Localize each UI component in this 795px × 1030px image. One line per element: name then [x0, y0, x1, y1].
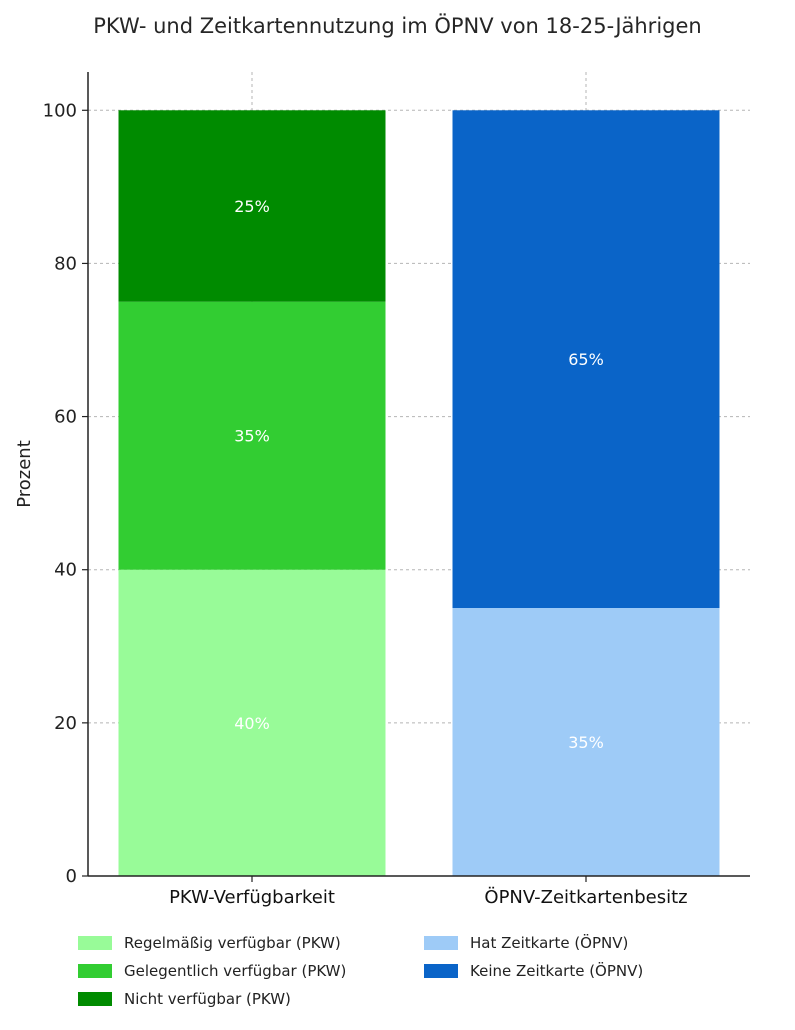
- y-tick-label-60: 60: [54, 407, 77, 428]
- legend-item-gelegentlich: Gelegentlich verfügbar (PKW): [78, 960, 346, 982]
- stacked-bar-chart: 40% 35% 25% 35% 65% 0 20 40 60 80 100 PKW-Verfügba…: [14, 72, 750, 908]
- bar-segment-regelmaessig-verfuegbar-pkw: [118, 569, 386, 876]
- legend-swatch-nicht-verfuegbar: [78, 992, 112, 1006]
- legend-label-keine-zeitkarte: Keine Zeitkarte (ÖPNV): [470, 962, 644, 980]
- data-label-hat-zeitkarte-oepnv: 35%: [568, 733, 604, 752]
- legend-item-nicht-verfuegbar: Nicht verfügbar (PKW): [78, 988, 291, 1010]
- data-label-keine-zeitkarte-oepnv: 65%: [568, 350, 604, 369]
- y-axis-label: Prozent: [14, 440, 35, 508]
- y-tick-label-20: 20: [54, 713, 77, 734]
- axes: 0 20 40 60 80 100 PKW-Verfügbarkeit ÖPNV-Zeitka…: [14, 72, 750, 908]
- data-label-regelmaessig-verfuegbar-pkw: 40%: [234, 714, 270, 733]
- legend: Regelmäßig verfügbar (PKW) Gelegentlich …: [78, 928, 718, 1018]
- legend-swatch-hat-zeitkarte: [424, 936, 458, 950]
- data-label-gelegentlich-verfuegbar-pkw: 35%: [234, 427, 270, 446]
- legend-label-hat-zeitkarte: Hat Zeitkarte (ÖPNV): [470, 934, 629, 952]
- legend-swatch-regelmaessig: [78, 936, 112, 950]
- y-tick-label-40: 40: [54, 560, 77, 581]
- legend-item-keine-zeitkarte: Keine Zeitkarte (ÖPNV): [424, 960, 643, 982]
- legend-swatch-gelegentlich: [78, 964, 112, 978]
- bars: [118, 110, 720, 876]
- chart-title: PKW- und Zeitkartennutzung im ÖPNV von 1…: [93, 14, 702, 38]
- x-tick-label-pkw-verfuegbarkeit: PKW-Verfügbarkeit: [169, 887, 335, 908]
- x-tick-label-oepnv-zeitkartenbesitz: ÖPNV-Zeitkartenbesitz: [484, 886, 687, 908]
- data-label-nicht-verfuegbar-pkw: 25%: [234, 197, 270, 216]
- bar-segment-keine-zeitkarte-oepnv: [452, 110, 720, 609]
- data-labels: 40% 35% 25% 35% 65%: [234, 197, 604, 752]
- y-tick-label-80: 80: [54, 253, 77, 274]
- legend-item-regelmaessig: Regelmäßig verfügbar (PKW): [78, 932, 341, 954]
- legend-label-nicht-verfuegbar: Nicht verfügbar (PKW): [124, 990, 291, 1008]
- bar-segment-nicht-verfuegbar-pkw: [118, 110, 386, 302]
- y-tick-label-100: 100: [43, 100, 77, 121]
- legend-item-hat-zeitkarte: Hat Zeitkarte (ÖPNV): [424, 932, 628, 954]
- legend-label-gelegentlich: Gelegentlich verfügbar (PKW): [124, 962, 347, 980]
- y-tick-label-0: 0: [66, 866, 77, 887]
- legend-label-regelmaessig: Regelmäßig verfügbar (PKW): [124, 934, 341, 952]
- bar-segment-gelegentlich-verfuegbar-pkw: [118, 301, 386, 570]
- bar-segment-hat-zeitkarte-oepnv: [452, 608, 720, 876]
- legend-swatch-keine-zeitkarte: [424, 964, 458, 978]
